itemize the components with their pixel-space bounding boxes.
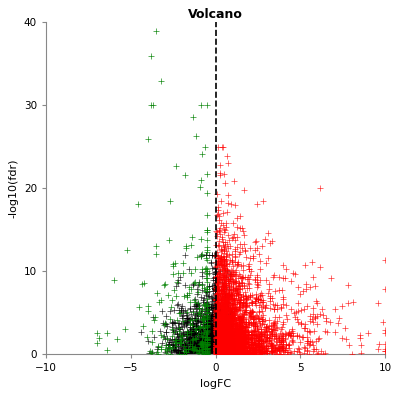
Y-axis label: -log10(fdr): -log10(fdr) — [8, 158, 18, 218]
Title: Volcano: Volcano — [188, 8, 243, 21]
X-axis label: logFC: logFC — [200, 379, 231, 389]
